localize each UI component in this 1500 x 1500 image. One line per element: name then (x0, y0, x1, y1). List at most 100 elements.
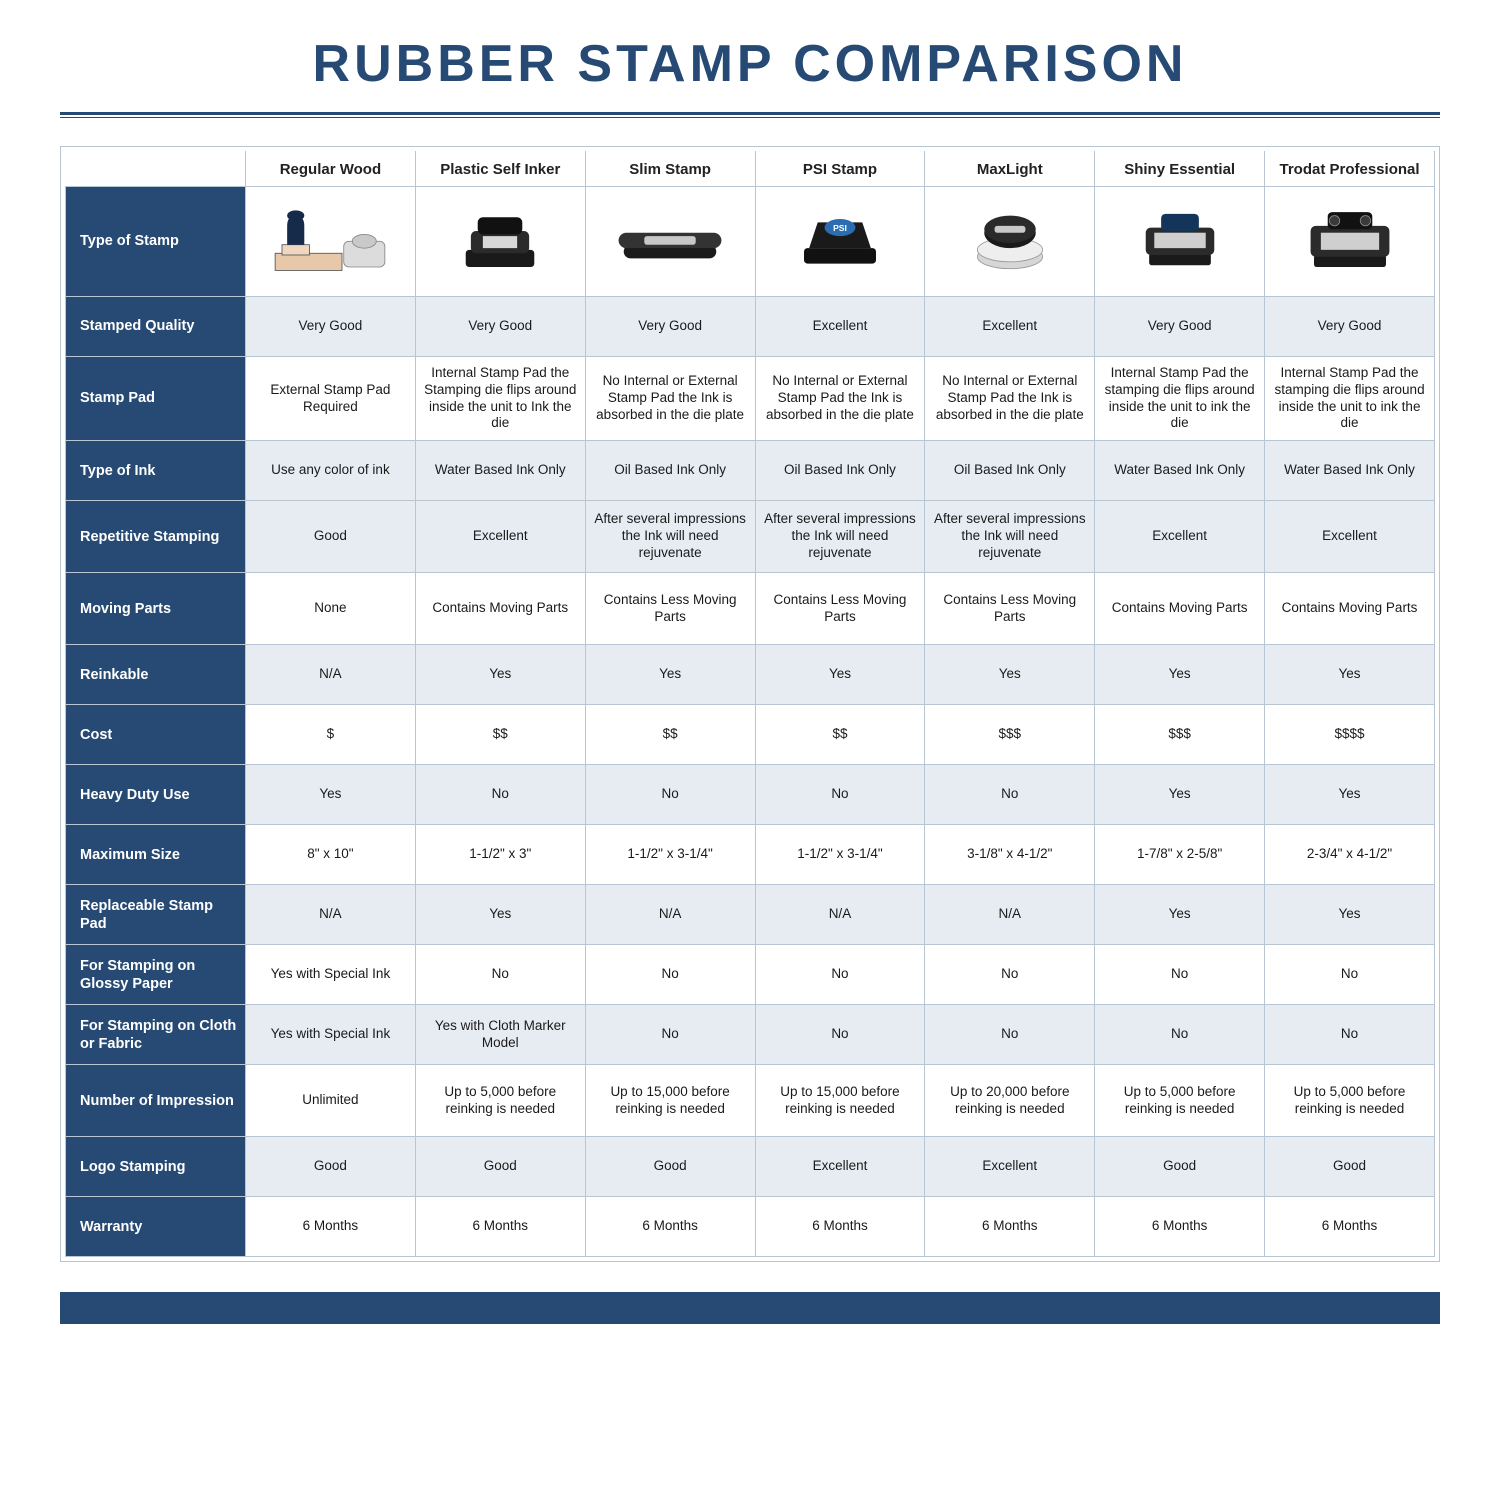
row-label: Stamp Pad (66, 356, 246, 441)
cell: No (415, 945, 585, 1005)
cell: Internal Stamp Pad the stamping die flip… (1265, 356, 1435, 441)
cell: 1-1/2" x 3-1/4" (585, 825, 755, 885)
row-label: Type of Stamp (66, 186, 246, 296)
cell: Very Good (1095, 296, 1265, 356)
stamp-icon (1271, 204, 1428, 278)
row-label: Number of Impression (66, 1065, 246, 1137)
corner-cell (66, 151, 246, 186)
cell: Very Good (246, 296, 416, 356)
cell: Excellent (1095, 501, 1265, 573)
cell: Contains Less Moving Parts (755, 573, 925, 645)
cell: 6 Months (755, 1197, 925, 1257)
cell: No (585, 945, 755, 1005)
cell: N/A (246, 885, 416, 945)
cell: Water Based Ink Only (415, 441, 585, 501)
stamp-icon (1101, 204, 1258, 278)
cell: Good (585, 1137, 755, 1197)
table-row: Maximum Size8" x 10"1-1/2" x 3"1-1/2" x … (66, 825, 1435, 885)
table-row: Logo StampingGoodGoodGoodExcellentExcell… (66, 1137, 1435, 1197)
table-row: Type of Stamp PSI (66, 186, 1435, 296)
column-header: Plastic Self Inker (415, 151, 585, 186)
cell: 3-1/8" x 4-1/2" (925, 825, 1095, 885)
row-label: Replaceable Stamp Pad (66, 885, 246, 945)
cell: Contains Moving Parts (415, 573, 585, 645)
cell: After several impressions the Ink will n… (925, 501, 1095, 573)
cell: Good (246, 1137, 416, 1197)
cell: Up to 20,000 before reinking is needed (925, 1065, 1095, 1137)
cell: No (1095, 945, 1265, 1005)
cell: Unlimited (246, 1065, 416, 1137)
table-row: Replaceable Stamp PadN/AYesN/AN/AN/AYesY… (66, 885, 1435, 945)
cell: Up to 15,000 before reinking is needed (585, 1065, 755, 1137)
cell: Yes (925, 645, 1095, 705)
row-label: Reinkable (66, 645, 246, 705)
cell: PSI (755, 186, 925, 296)
cell: Good (415, 1137, 585, 1197)
cell: No (925, 1005, 1095, 1065)
cell: Up to 5,000 before reinking is needed (415, 1065, 585, 1137)
cell: No Internal or External Stamp Pad the In… (925, 356, 1095, 441)
cell: Up to 5,000 before reinking is needed (1095, 1065, 1265, 1137)
column-header: Regular Wood (246, 151, 416, 186)
stamp-icon (592, 204, 749, 278)
row-label: Logo Stamping (66, 1137, 246, 1197)
cell: No (1095, 1005, 1265, 1065)
cell: No (925, 765, 1095, 825)
cell: 6 Months (1095, 1197, 1265, 1257)
cell (1095, 186, 1265, 296)
cell: Excellent (755, 296, 925, 356)
cell: Yes with Special Ink (246, 1005, 416, 1065)
row-label: Cost (66, 705, 246, 765)
row-label: For Stamping on Cloth or Fabric (66, 1005, 246, 1065)
cell: After several impressions the Ink will n… (755, 501, 925, 573)
comparison-table-wrap: Regular WoodPlastic Self Inker Slim Stamp… (60, 146, 1440, 1262)
cell: Oil Based Ink Only (925, 441, 1095, 501)
cell: 1-7/8" x 2-5/8" (1095, 825, 1265, 885)
cell: Oil Based Ink Only (755, 441, 925, 501)
cell: No (925, 945, 1095, 1005)
cell: Yes (1095, 885, 1265, 945)
cell: 2-3/4" x 4-1/2" (1265, 825, 1435, 885)
svg-text:PSI: PSI (833, 223, 847, 233)
bottom-band (60, 1292, 1440, 1324)
cell: 1-1/2" x 3" (415, 825, 585, 885)
cell: Very Good (1265, 296, 1435, 356)
cell: Yes (415, 885, 585, 945)
cell: Internal Stamp Pad the Stamping die flip… (415, 356, 585, 441)
cell: 6 Months (925, 1197, 1095, 1257)
table-row: Number of ImpressionUnlimitedUp to 5,000… (66, 1065, 1435, 1137)
cell: Up to 15,000 before reinking is needed (755, 1065, 925, 1137)
column-header: MaxLight (925, 151, 1095, 186)
cell: 8" x 10" (246, 825, 416, 885)
header-row: Regular WoodPlastic Self Inker Slim Stamp… (66, 151, 1435, 186)
cell: No (755, 945, 925, 1005)
row-label: Repetitive Stamping (66, 501, 246, 573)
stamp-icon: PSI (762, 204, 919, 278)
cell: Contains Less Moving Parts (925, 573, 1095, 645)
cell: Use any color of ink (246, 441, 416, 501)
cell: Water Based Ink Only (1265, 441, 1435, 501)
cell (585, 186, 755, 296)
cell: 1-1/2" x 3-1/4" (755, 825, 925, 885)
cell (925, 186, 1095, 296)
table-row: Stamped QualityVery GoodVery GoodVery Go… (66, 296, 1435, 356)
stamp-icon (422, 204, 579, 278)
cell: $$ (415, 705, 585, 765)
table-head: Regular WoodPlastic Self Inker Slim Stamp… (66, 151, 1435, 186)
cell: $$$ (1095, 705, 1265, 765)
cell: 6 Months (246, 1197, 416, 1257)
cell: Good (246, 501, 416, 573)
cell: External Stamp Pad Required (246, 356, 416, 441)
column-header-label: Slim Stamp (629, 161, 711, 178)
table-row: Moving PartsNoneContains Moving PartsCon… (66, 573, 1435, 645)
cell: Excellent (755, 1137, 925, 1197)
row-label: Type of Ink (66, 441, 246, 501)
column-header: Shiny Essential (1095, 151, 1265, 186)
cell: No (755, 1005, 925, 1065)
cell: Yes with Cloth Marker Model (415, 1005, 585, 1065)
table-row: Warranty6 Months6 Months6 Months6 Months… (66, 1197, 1435, 1257)
cell: No (1265, 1005, 1435, 1065)
cell: 6 Months (585, 1197, 755, 1257)
table-body: Type of Stamp PSI Stamped QualityVery Good… (66, 186, 1435, 1257)
cell: Up to 5,000 before reinking is needed (1265, 1065, 1435, 1137)
